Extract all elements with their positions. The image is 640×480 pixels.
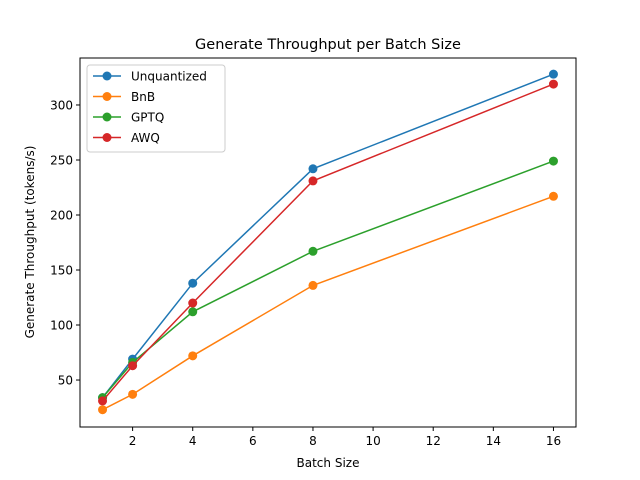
y-tick-label: 100 [50,319,73,333]
data-point [308,176,318,186]
y-tick-label: 200 [50,208,73,222]
legend-marker [102,71,112,81]
data-point [308,164,318,174]
y-tick-label: 300 [50,98,73,112]
x-tick-label: 14 [486,434,501,448]
series-line [102,195,554,411]
chart-title: Generate Throughput per Batch Size [195,37,461,53]
data-point [98,405,108,415]
legend-entry: Unquantized [93,70,207,84]
data-point [548,156,558,166]
x-tick-label: 12 [426,434,441,448]
data-point [308,280,318,290]
legend-entry: AWQ [93,131,160,145]
data-point [548,191,558,201]
legend-marker [102,133,112,142]
data-point [98,396,108,406]
data-point [188,298,198,308]
data-point [188,351,198,361]
data-point [188,307,198,317]
data-point [128,361,138,371]
x-axis-label: Batch Size [297,456,360,470]
y-axis-label: Generate Throughput (tokens/s) [23,146,37,339]
x-tick-label: 6 [249,434,257,448]
y-tick-label: 250 [50,153,73,167]
x-tick-label: 4 [189,434,197,448]
legend-box [86,64,226,153]
plot-area [79,57,577,428]
x-tick-label: 8 [309,434,317,448]
data-point [128,389,138,399]
x-tick-label: 10 [365,434,380,448]
x-tick-label: 2 [129,434,137,448]
legend-label: AWQ [131,131,160,145]
legend-entry: BnB [93,90,155,104]
x-tick-label: 16 [546,434,561,448]
y-tick-label: 50 [58,374,73,388]
y-tick-label: 150 [50,264,73,278]
legend-label: Unquantized [131,70,207,84]
data-point [188,278,198,288]
legend-entry: GPTQ [93,111,164,125]
series-awq [98,79,558,406]
legend-label: GPTQ [131,111,164,125]
data-point [548,69,558,79]
legend-marker [102,112,112,122]
legend: Unquantized BnB GPTQ AWQ [86,64,226,153]
data-point [308,246,318,256]
data-point [548,79,558,89]
legend-label: BnB [131,90,155,104]
legend-marker [102,92,112,101]
series-bnb [98,191,558,415]
